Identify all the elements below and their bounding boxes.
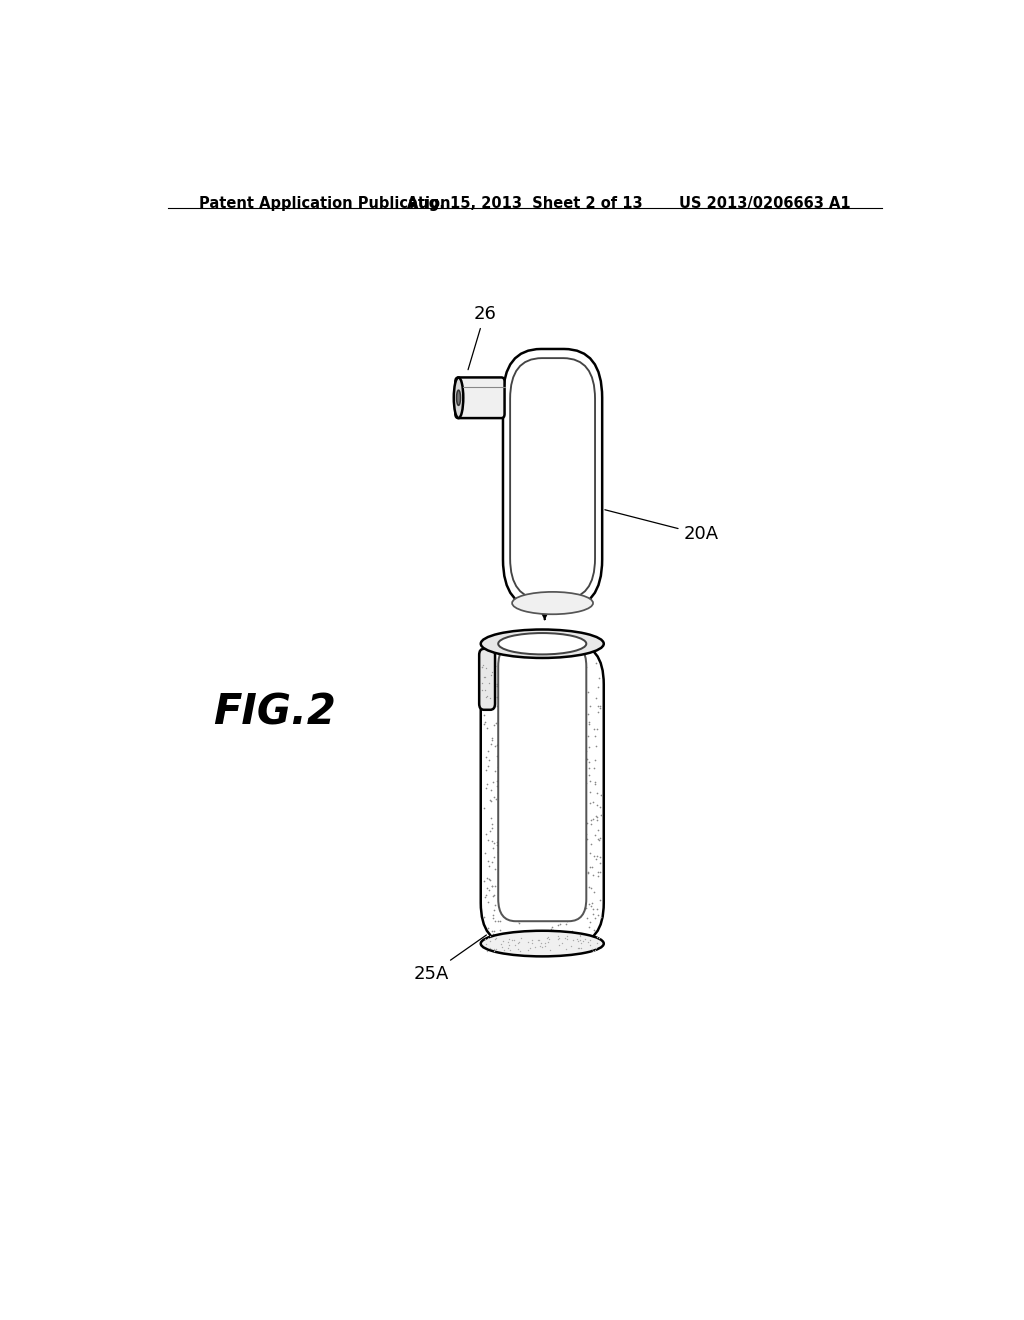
- FancyBboxPatch shape: [456, 378, 505, 418]
- FancyBboxPatch shape: [479, 649, 495, 710]
- FancyBboxPatch shape: [503, 348, 602, 609]
- Ellipse shape: [480, 630, 604, 657]
- Text: 26: 26: [468, 305, 496, 370]
- Text: FIG.2: FIG.2: [213, 692, 336, 734]
- FancyBboxPatch shape: [510, 358, 595, 599]
- Ellipse shape: [499, 634, 587, 655]
- Ellipse shape: [480, 931, 604, 957]
- Ellipse shape: [457, 391, 461, 405]
- FancyBboxPatch shape: [499, 644, 587, 921]
- FancyBboxPatch shape: [480, 644, 604, 944]
- Text: 20A: 20A: [605, 510, 719, 544]
- Ellipse shape: [454, 378, 463, 418]
- Text: US 2013/0206663 A1: US 2013/0206663 A1: [679, 195, 850, 211]
- Text: 25A: 25A: [414, 935, 486, 982]
- Text: Aug. 15, 2013  Sheet 2 of 13: Aug. 15, 2013 Sheet 2 of 13: [407, 195, 643, 211]
- Ellipse shape: [512, 591, 593, 614]
- Text: Patent Application Publication: Patent Application Publication: [200, 195, 451, 211]
